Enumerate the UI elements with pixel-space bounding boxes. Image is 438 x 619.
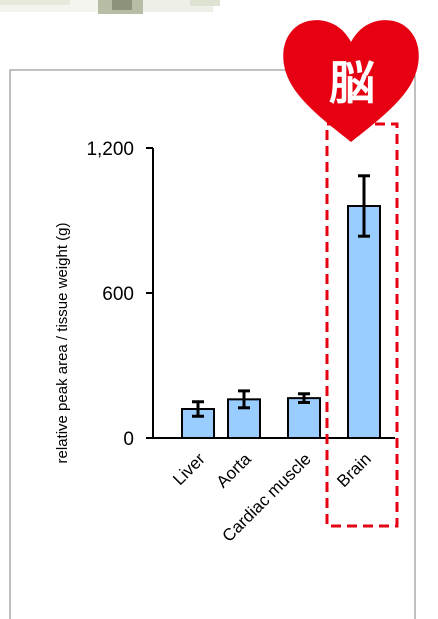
category-label: Brain [333, 449, 374, 490]
heart-badge: 脳 [283, 20, 419, 142]
category-label: Aorta [213, 449, 256, 492]
bar-brain [347, 205, 381, 439]
y-tick-label: 1,200 [86, 139, 134, 160]
y-tick-label: 600 [102, 284, 134, 305]
heart-icon [283, 20, 419, 142]
heart-badge-text: 脳 [329, 56, 375, 110]
y-tick-label: 0 [123, 429, 134, 450]
category-label: Liver [169, 449, 209, 489]
y-axis-label: relative peak area / tissue weight (g) [54, 223, 71, 464]
photo-strip [0, 0, 220, 14]
bar-cardiac-muscle [287, 397, 321, 439]
